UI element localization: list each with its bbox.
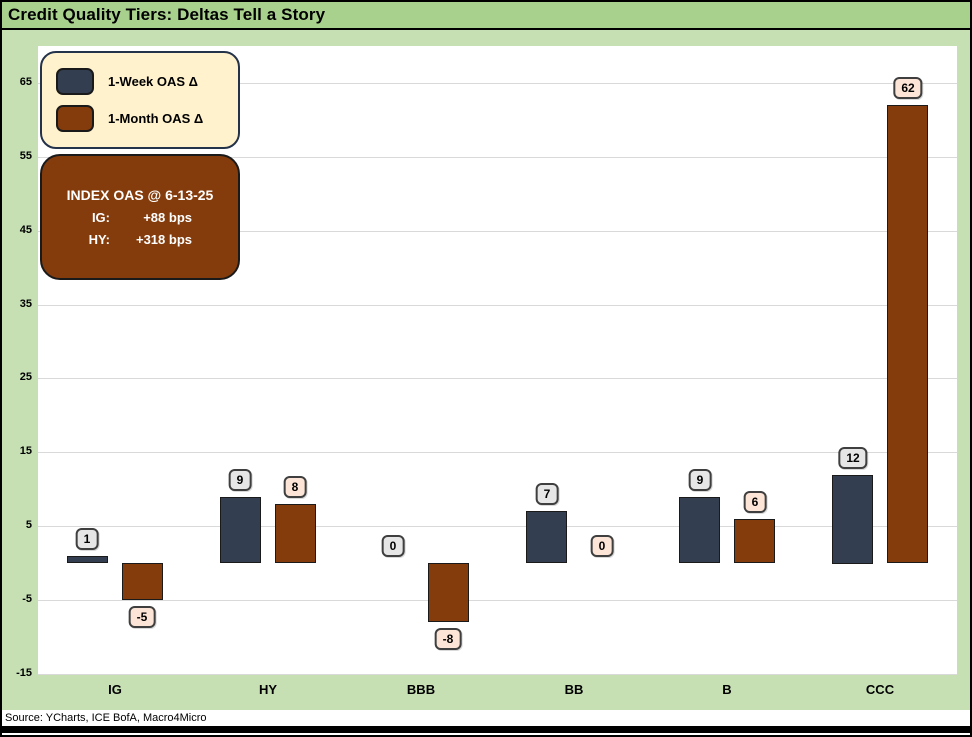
y-tick-label: -5 [22,593,32,605]
week-series-swatch [56,68,94,95]
grid-line [38,83,957,84]
chart-region: 1 9 0 7 9 12 -5 8 -8 0 6 62 1-Week OAS Δ 1-Month OA… [2,30,970,710]
y-tick-label: 45 [19,224,32,236]
source-strip: Source: YCharts, ICE BofA, Macro4Micro [2,710,970,726]
bar-value-label: 0 [381,535,405,557]
grid-line [38,157,957,158]
plot-area: 1 9 0 7 9 12 -5 8 -8 0 6 62 [38,46,957,675]
grid-line [38,378,957,379]
callout-hy-label: HY: [88,232,110,247]
bar-value-label: 1 [75,528,99,550]
bar-1-month-ig [122,563,163,600]
bar-1-week-hy [220,497,261,563]
callout-row-hy: HY: +318 bps [70,232,210,247]
callout-ig-value: +88 bps [143,210,192,225]
y-tick-label: -15 [16,667,32,679]
y-tick-label: 65 [19,76,32,88]
bottom-border-bar [2,726,970,733]
index-oas-callout: INDEX OAS @ 6-13-25 IG: +88 bps HY: +318… [40,154,240,280]
y-tick-label: 5 [25,519,32,531]
legend-item-week: 1-Week OAS Δ [56,68,224,95]
x-axis-label: B [722,682,732,697]
grid-line [38,526,957,527]
bar-value-label: 12 [838,447,868,469]
grid-line [38,600,957,601]
bar-1-month-ccc [887,105,928,563]
grid-line [38,305,957,306]
page-title: Credit Quality Tiers: Deltas Tell a Stor… [8,5,326,24]
bar-1-month-hy [275,504,316,563]
bar-value-label: 62 [893,77,923,99]
bar-value-label: -8 [434,628,462,650]
bar-1-month-b [734,519,775,563]
grid-line [38,231,957,232]
y-tick-label: 55 [19,150,32,162]
x-axis-label: HY [258,682,278,697]
bar-1-week-b [679,497,720,563]
bar-value-label: 0 [590,535,614,557]
callout-hy-value: +318 bps [135,232,192,247]
legend: 1-Week OAS Δ 1-Month OAS Δ [40,51,240,149]
callout-ig-label: IG: [91,210,110,225]
grid-line [38,452,957,453]
bar-1-week-ccc [832,475,873,564]
y-tick-label: 35 [19,298,32,310]
legend-label-week: 1-Week OAS Δ [108,74,199,89]
y-tick-label: 25 [19,371,32,383]
y-tick-label: 15 [19,445,32,457]
x-axis-label: BB [564,682,584,697]
x-axis-label: BBB [406,682,436,697]
bar-value-label: -5 [128,606,156,628]
bar-value-label: 6 [743,491,767,513]
callout-row-ig: IG: +88 bps [70,210,210,225]
bar-1-month-bbb [428,563,469,622]
bar-value-label: 7 [535,483,559,505]
grid-line [38,674,957,675]
source-text: Source: YCharts, ICE BofA, Macro4Micro [5,712,207,724]
bar-value-label: 9 [688,469,712,491]
bar-value-label: 9 [228,469,252,491]
bar-1-week-bb [526,511,567,563]
bar-value-label: 8 [283,476,307,498]
x-axis-label: IG [108,682,122,697]
x-axis-label: CCC [865,682,895,697]
legend-label-month: 1-Month OAS Δ [108,111,204,126]
legend-item-month: 1-Month OAS Δ [56,105,224,132]
title-bar: Credit Quality Tiers: Deltas Tell a Stor… [2,2,970,30]
month-series-swatch [56,105,94,132]
callout-header: INDEX OAS @ 6-13-25 [66,187,214,203]
bar-1-week-ig [67,556,108,563]
